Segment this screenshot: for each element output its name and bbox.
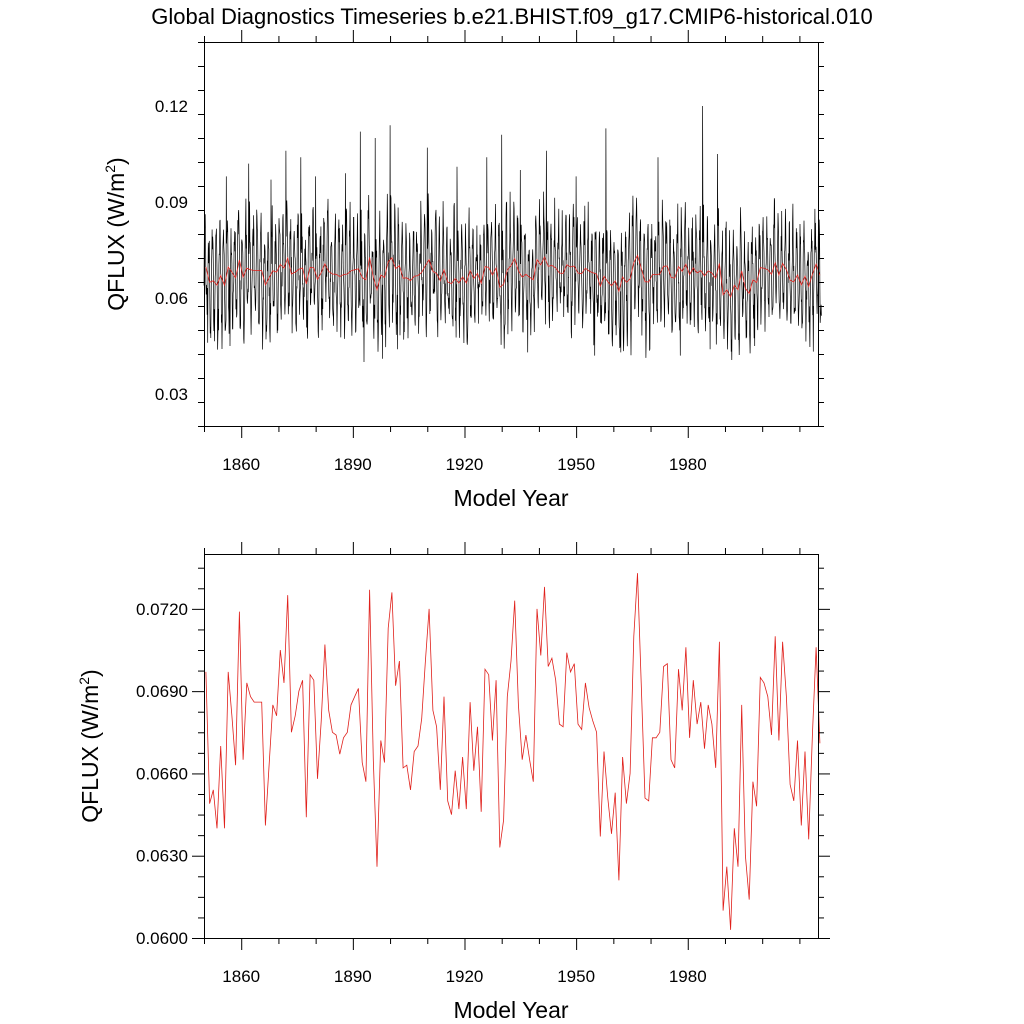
bottom-panel-annual-mean-series-line <box>205 573 821 930</box>
top-panel-tick-labels: 1860 1890 1920 1950 1980 0.03 0.06 0.09 0.12 <box>155 97 707 474</box>
top-panel-monthly-series-line <box>203 105 822 363</box>
bottom-panel-x-tick-label: 1890 <box>334 967 372 986</box>
top-panel-annual-mean-series-line <box>205 254 821 299</box>
top-panel-ticks <box>198 30 824 438</box>
bottom-panel-y-tick-label: 0.0600 <box>136 929 188 948</box>
bottom-panel-ticks <box>192 542 830 950</box>
bottom-panel-tick-labels: 1860 1890 1920 1950 1980 0.0600 0.0630 0.0660 0.… <box>136 600 707 986</box>
bottom-panel-y-tick-label: 0.0630 <box>136 847 188 866</box>
top-panel-y-tick-label: 0.12 <box>155 97 188 116</box>
bottom-panel-x-tick-label: 1860 <box>222 967 260 986</box>
top-panel-x-tick-label: 1950 <box>557 455 595 474</box>
bottom-panel-x-tick-label: 1980 <box>669 967 707 986</box>
top-panel-x-tick-label: 1890 <box>334 455 372 474</box>
bottom-panel-x-axis-title: Model Year <box>453 997 568 1023</box>
top-panel-y-axis-title-main: QFLUX (W/m <box>103 173 129 311</box>
top-panel-y-axis-title-close: ) <box>103 157 129 165</box>
top-panel-x-axis-title: Model Year <box>453 485 568 511</box>
bottom-panel-series <box>205 573 821 930</box>
bottom-panel-y-tick-label: 0.0660 <box>136 764 188 783</box>
top-panel-x-tick-label: 1980 <box>669 455 707 474</box>
top-panel-x-tick-label: 1920 <box>446 455 484 474</box>
top-panel: 1860 1890 1920 1950 1980 0.03 0.06 0.09 0.12 Mod… <box>102 30 824 511</box>
top-panel-y-axis-title-superscript: 2 <box>102 165 118 173</box>
top-panel-y-tick-label: 0.03 <box>155 385 188 404</box>
bottom-panel-y-axis-title: QFLUX (W/m2) <box>76 669 103 822</box>
bottom-panel-y-axis-title-close: ) <box>77 669 103 677</box>
bottom-panel-frame <box>204 554 819 939</box>
bottom-panel-y-tick-label: 0.0720 <box>136 600 188 619</box>
bottom-panel: 1860 1890 1920 1950 1980 0.0600 0.0630 0.0660 0.… <box>76 542 830 1023</box>
bottom-panel-x-tick-label: 1950 <box>557 967 595 986</box>
chart-title: Global Diagnostics Timeseries b.e21.BHIS… <box>151 4 872 29</box>
bottom-panel-x-tick-label: 1920 <box>446 967 484 986</box>
top-panel-y-tick-label: 0.09 <box>155 193 188 212</box>
top-panel-x-tick-label: 1860 <box>222 455 260 474</box>
top-panel-y-axis-title: QFLUX (W/m2) <box>102 157 129 310</box>
bottom-panel-y-axis-title-superscript: 2 <box>76 677 92 685</box>
bottom-panel-y-tick-label: 0.0690 <box>136 682 188 701</box>
bottom-panel-y-axis-title-main: QFLUX (W/m <box>77 685 103 823</box>
top-panel-y-tick-label: 0.06 <box>155 289 188 308</box>
top-panel-series <box>203 105 822 363</box>
